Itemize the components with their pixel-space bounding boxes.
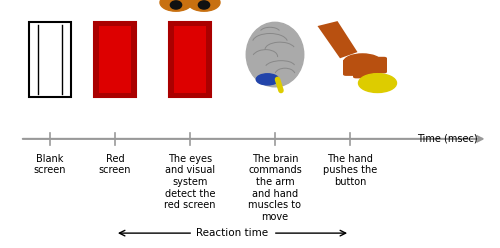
Ellipse shape xyxy=(246,22,304,87)
Circle shape xyxy=(358,74,397,93)
Text: Time (msec): Time (msec) xyxy=(417,134,478,144)
Bar xyxy=(94,22,136,97)
FancyBboxPatch shape xyxy=(343,59,357,76)
Polygon shape xyxy=(318,21,358,58)
Text: The brain
commands
the arm
and hand
muscles to
move: The brain commands the arm and hand musc… xyxy=(248,154,302,222)
Ellipse shape xyxy=(160,0,192,11)
FancyBboxPatch shape xyxy=(373,57,387,73)
Ellipse shape xyxy=(188,0,220,11)
Ellipse shape xyxy=(256,74,279,85)
Text: Blank
screen: Blank screen xyxy=(34,154,66,175)
FancyBboxPatch shape xyxy=(363,61,377,77)
FancyBboxPatch shape xyxy=(353,62,367,78)
Ellipse shape xyxy=(170,1,181,9)
Text: The eyes
and visual
system
detect the
red screen: The eyes and visual system detect the re… xyxy=(164,154,216,210)
Bar xyxy=(99,26,131,93)
Text: Reaction time: Reaction time xyxy=(196,228,268,238)
Bar xyxy=(169,22,211,97)
Bar xyxy=(174,26,206,93)
Ellipse shape xyxy=(198,1,209,9)
Text: Red
screen: Red screen xyxy=(99,154,131,175)
Text: The hand
pushes the
button: The hand pushes the button xyxy=(323,154,377,187)
Ellipse shape xyxy=(344,54,382,70)
Bar xyxy=(29,22,72,97)
